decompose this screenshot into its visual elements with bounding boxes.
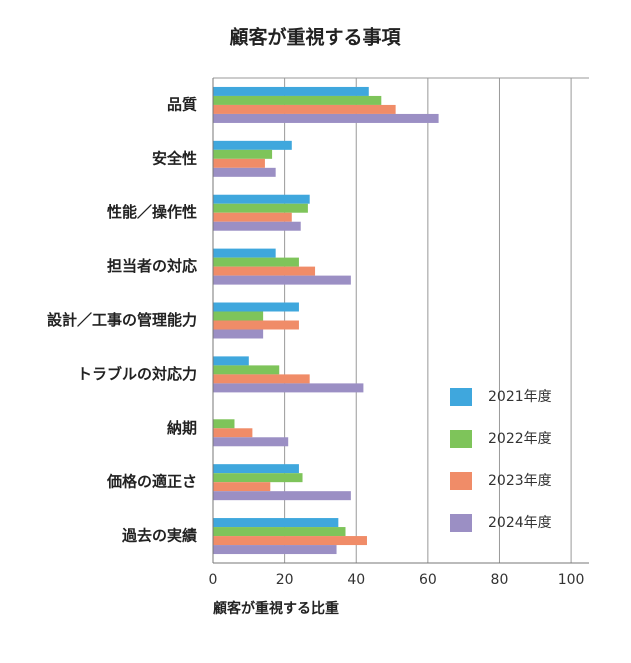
legend-swatch [450,472,472,490]
bar [213,320,299,330]
bar [213,536,367,546]
bar [213,203,308,213]
bar [213,482,271,492]
bar [213,428,253,438]
legend-label: 2022年度 [488,431,552,447]
x-tick-label: 60 [419,572,437,588]
y-tick-label: 安全性 [152,149,197,167]
bar [213,95,382,105]
bar [213,275,351,285]
legend-label: 2021年度 [488,389,552,405]
bar [213,419,235,429]
x-tick-label: 20 [276,572,294,588]
legend-swatch [450,388,472,406]
bar [213,527,346,537]
bar [213,545,337,555]
x-axis-label: 顧客が重視する比重 [213,600,339,617]
y-tick-label: 設計／工事の管理能力 [47,311,197,329]
y-tick-label: 過去の実績 [121,527,197,545]
bar [213,149,273,159]
bar [213,212,292,222]
bar [213,302,299,312]
bar [213,518,339,528]
y-tick-label: 納期 [167,419,197,437]
legend-swatch [450,514,472,532]
legend-label: 2023年度 [488,473,552,489]
bar [213,167,276,177]
bar [213,356,249,366]
bar [213,374,310,384]
chart-title: 顧客が重視する事項 [229,26,401,49]
x-tick-label: 40 [347,572,365,588]
bar [213,158,265,168]
bar [213,464,299,474]
y-tick-label: 性能／操作性 [107,203,197,221]
bar [213,113,439,123]
y-tick-label: トラブルの対応力 [77,365,197,383]
y-tick-label: 価格の適正さ [106,473,197,491]
bar [213,473,303,483]
bar [213,257,299,267]
bar [213,248,276,258]
y-tick-label: 品質 [167,95,197,113]
x-tick-label: 0 [209,572,218,588]
bar [213,221,301,231]
bar [213,194,310,204]
legend-label: 2024年度 [488,515,552,531]
bar [213,86,369,96]
bar [213,140,292,150]
x-tick-label: 100 [558,572,585,588]
bar [213,437,289,447]
bar [213,365,280,375]
bar [213,383,364,393]
legend-swatch [450,430,472,448]
bar [213,104,396,114]
bar [213,329,264,339]
bar [213,491,351,501]
x-tick-label: 80 [491,572,509,588]
y-tick-label: 担当者の対応 [107,257,197,275]
bar [213,311,264,321]
bar [213,266,316,276]
